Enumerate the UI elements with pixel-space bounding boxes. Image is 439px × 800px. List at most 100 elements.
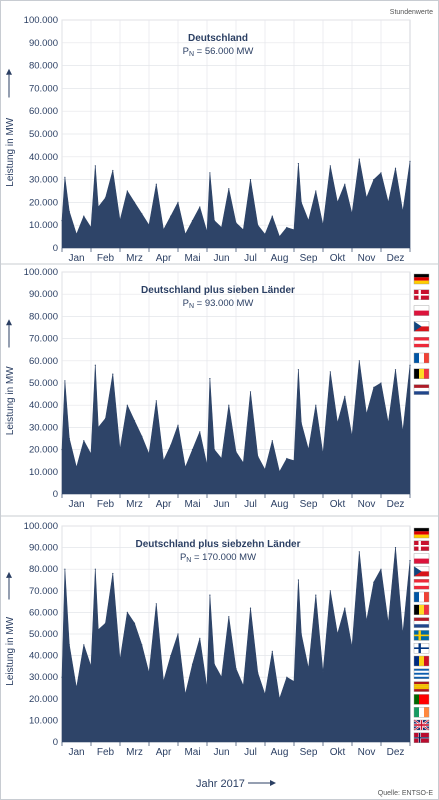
spain-flag [413,681,430,692]
data-point [278,471,281,473]
y-axis-arrow [6,68,12,98]
data-point [228,616,230,618]
data-point [90,226,92,229]
x-tick-label: Feb [97,747,115,758]
data-point [126,611,128,614]
data-point [83,215,85,217]
data-point [162,680,165,683]
data-point [209,172,211,174]
data-point [220,457,223,460]
data-point [112,572,114,575]
data-point [336,201,339,203]
denmark-flag [413,289,430,300]
x-tick-label: Nov [358,499,376,510]
x-tick-label: Feb [97,253,115,264]
data-point [271,650,273,652]
y-tick-label: 90.000 [29,543,58,554]
data-point [61,449,63,451]
x-tick-label: Mai [184,253,200,264]
area-series [61,360,411,495]
data-point [148,224,150,226]
data-point [387,201,389,203]
y-tick-label: 100.000 [24,15,58,26]
austria-flag [413,337,430,348]
data-point [344,183,346,185]
data-point [155,183,157,185]
data-point [271,440,273,442]
data-point [242,685,244,687]
data-point [141,435,143,437]
data-point [75,466,78,468]
data-point [409,160,411,162]
x-tick-label: Jan [68,499,84,510]
data-point [68,437,70,440]
chart-panel-2: 0 10.000 20.000 30.000 40.000 50.000 60.000 70.… [0,263,439,510]
data-point [206,464,208,466]
x-tick-label: Mai [184,499,200,510]
data-point [177,201,179,203]
data-point [220,676,223,678]
data-point [271,215,273,217]
data-point [213,449,215,451]
data-point [228,404,230,406]
capacity-label: PN = 170.000 MW [180,552,256,564]
x-tick-label: Dez [387,747,405,758]
x-tick-label: Mrz [126,499,143,510]
data-point [286,226,288,229]
data-point [133,201,136,203]
data-point [97,426,99,428]
data-point [249,391,252,393]
x-tick-label: Jun [213,747,229,758]
y-tick-label: 10.000 [29,220,58,231]
data-point [344,395,346,397]
y-tick-label: 90.000 [29,289,58,300]
x-tick-label: Mrz [126,253,143,264]
data-point [394,369,397,371]
x-tick-label: Okt [330,499,346,510]
data-point [358,158,360,160]
y-tick-label: 100.000 [24,267,58,278]
x-tick-label: Sep [300,253,318,264]
data-point [162,460,165,462]
y-tick-label: 50.000 [29,129,58,140]
data-point [365,413,368,415]
x-tick-label: Jul [244,253,257,264]
sweden-flag [413,630,430,641]
data-point [104,622,107,624]
portugal-flag [413,694,430,705]
data-point [373,581,375,583]
data-point [278,236,281,238]
data-point [300,422,302,424]
y-axis-label: Leistung in MW [5,616,16,685]
data-point [141,644,143,646]
data-point [336,633,339,635]
y-axis-label: Leistung in MW [5,117,16,186]
data-point [365,197,368,199]
y-tick-label: 60.000 [29,106,58,117]
czech-flag [413,321,430,332]
data-point [184,233,186,235]
y-tick-label: 0 [53,737,58,748]
data-point [206,687,208,689]
data-point [119,449,121,451]
data-point [184,466,186,468]
netherlands-flag [413,617,430,628]
chart-panel-3: 0 10.000 20.000 30.000 40.000 50.000 60.000 70.… [0,515,439,758]
data-point [365,620,368,622]
data-point [329,371,331,373]
data-point [315,594,317,596]
data-point [300,633,302,635]
data-point [293,460,295,462]
data-point [322,224,324,226]
x-tick-label: Jan [68,253,84,264]
data-point [148,672,150,674]
data-point [402,431,404,433]
data-point [336,422,339,424]
data-point [133,420,136,422]
data-point [94,364,96,366]
x-tick-label: Mrz [126,747,143,758]
y-tick-label: 80.000 [29,311,58,322]
y-tick-label: 10.000 [29,467,58,478]
germany-flag [413,527,430,539]
